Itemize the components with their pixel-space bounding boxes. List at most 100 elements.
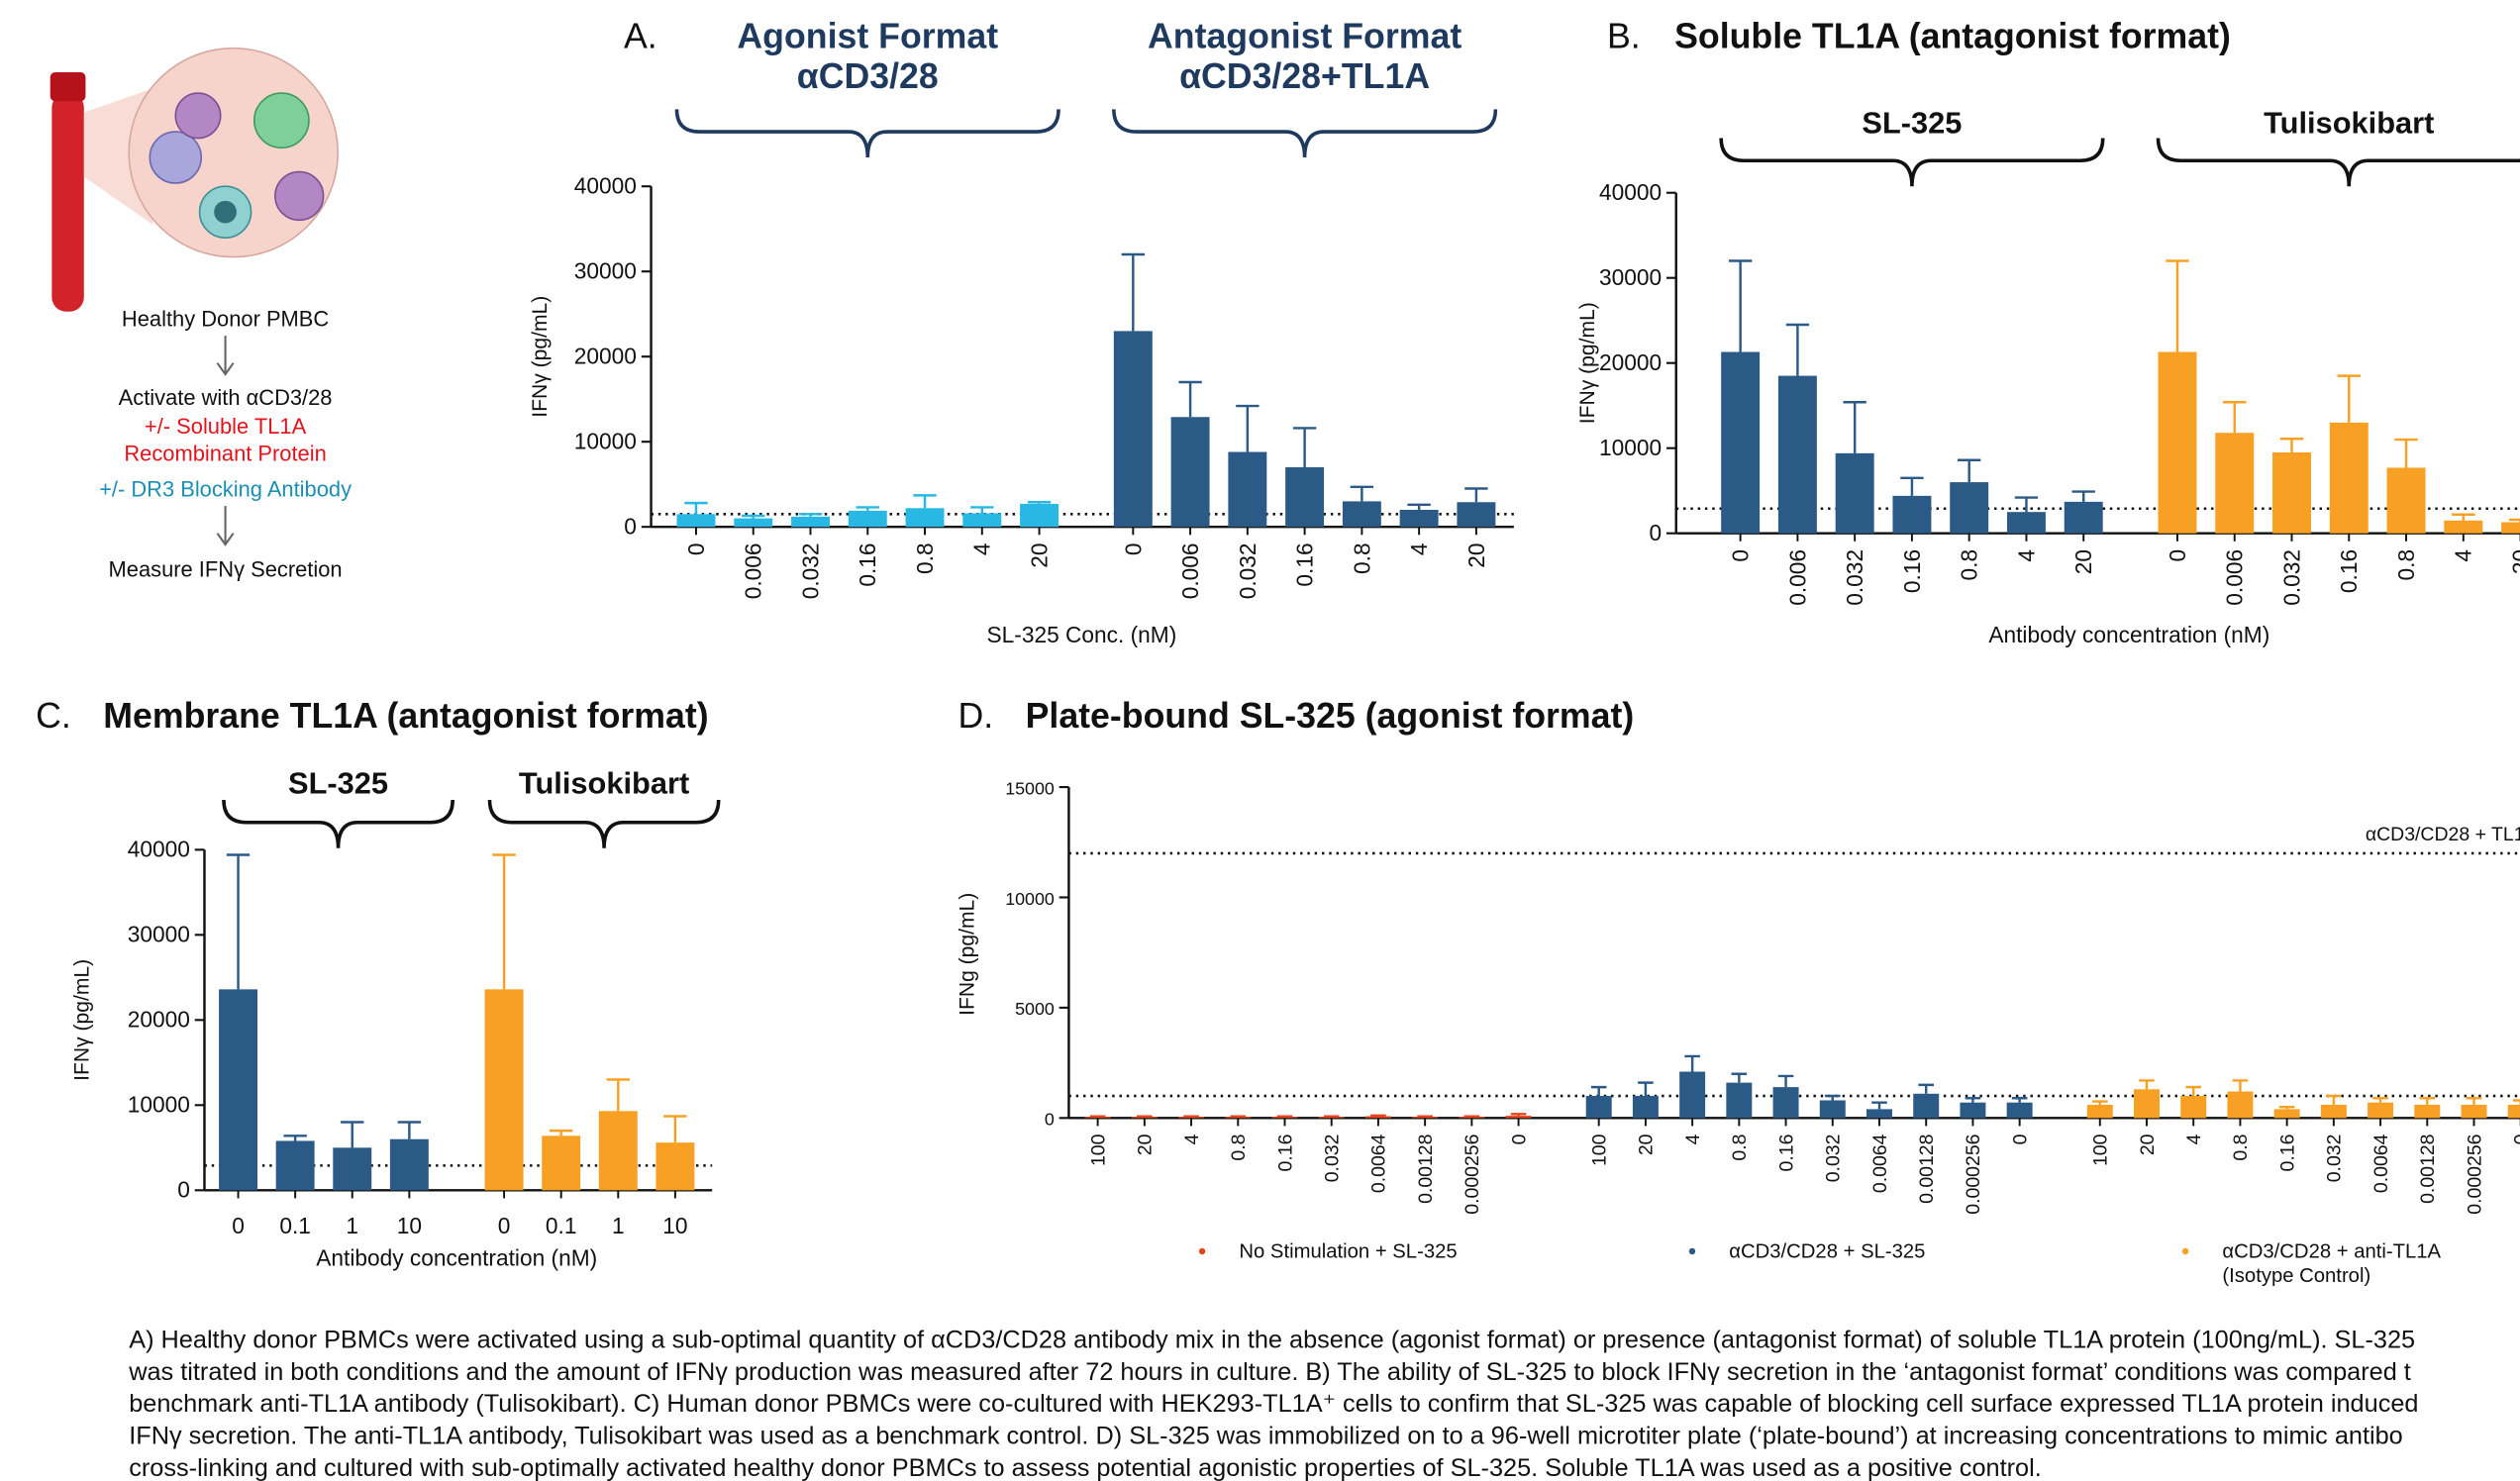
caption-line: IFNγ secretion. The anti-TL1A antibody, …: [129, 1423, 2403, 1450]
error-bar: [1293, 428, 1316, 467]
y-axis-label: IFNγ (pg/mL): [1576, 302, 1599, 424]
group-brace: [1721, 139, 2103, 187]
error-bar: [1122, 254, 1145, 331]
x-tick-label: 0.8: [1957, 549, 1982, 581]
chart: B.Soluble TL1A (antagonist format)010000…: [1576, 17, 2520, 647]
x-tick-label: 0.16: [1292, 543, 1318, 586]
x-tick-label: 0.16: [855, 543, 880, 586]
legend-label: αCD3/CD28 + anti-TL1A(Isotype Control): [2222, 1240, 2441, 1286]
chart: A.010000200003000040000IFNγ (pg/mL)SL-32…: [529, 17, 1514, 647]
step: +/- Soluble TL1A: [145, 414, 307, 439]
error-bar: [1786, 325, 1809, 376]
y-tick-label: 0: [1045, 1110, 1055, 1130]
x-axis-label: SL-325 Conc. (nM): [986, 622, 1176, 647]
x-tick-label: 0: [2511, 1134, 2520, 1144]
x-tick-label: 0.032: [2278, 549, 2304, 606]
y-tick-label: 10000: [1599, 435, 1662, 460]
x-tick-label: 4: [1406, 543, 1432, 555]
error-bar: [492, 854, 515, 989]
x-tick-label: 0.006: [741, 543, 766, 599]
arrow: [217, 336, 233, 544]
error-bar: [1236, 406, 1259, 451]
x-tick-label: 20: [1135, 1134, 1157, 1155]
error-bar: [1966, 1098, 1981, 1102]
x-tick-label: 20: [1027, 543, 1053, 567]
x-axis-label: Antibody concentration (nM): [316, 1245, 597, 1271]
error-bar: [1464, 489, 1487, 503]
bar: [2065, 502, 2103, 534]
x-tick-label: 0.8: [2393, 549, 2419, 581]
y-tick-label: 15000: [1005, 778, 1055, 798]
error-bar: [1684, 1056, 1700, 1072]
error-bar: [2279, 1107, 2295, 1109]
error-bar: [227, 854, 250, 989]
bar: [2508, 1105, 2520, 1118]
y-tick-label: 40000: [1599, 179, 1662, 205]
chart: D.Plate-bound SL-325 (agonist format)050…: [957, 696, 2520, 1287]
error-bar: [398, 1123, 421, 1139]
step: +/- DR3 Blocking Antibody: [99, 476, 352, 501]
y-tick-label: 20000: [574, 344, 637, 369]
x-tick-label: 0.006: [2222, 549, 2248, 606]
bar: [2501, 523, 2520, 534]
figure: Healthy Donor PMBC Activate with αCD3/28…: [0, 0, 2520, 1481]
bar: [849, 511, 887, 527]
bar: [1726, 1083, 1752, 1119]
error-bar: [1351, 487, 1373, 502]
error-bar: [1028, 502, 1051, 504]
bar: [1836, 453, 1874, 534]
group-label: Tulisokibart: [519, 766, 689, 801]
x-tick-label: 0.16: [1274, 1135, 1296, 1172]
y-tick-label: 10000: [128, 1092, 190, 1118]
x-tick-label: 0: [1120, 543, 1146, 555]
y-tick-label: 10000: [574, 429, 637, 454]
legend-label: No Stimulation + SL-325: [1239, 1240, 1457, 1262]
x-tick-label: 0.8: [2230, 1135, 2252, 1161]
x-tick-label: 0.00128: [2417, 1135, 2439, 1204]
legend-marker: [2182, 1248, 2188, 1254]
group-label: αCD3/28: [797, 56, 939, 96]
error-bar: [2452, 515, 2474, 521]
error-bar: [2326, 1096, 2342, 1105]
legend-marker: [1199, 1248, 1205, 1254]
y-axis-label: IFNg (pg/mL): [957, 893, 979, 1016]
x-tick-label: 0.00128: [1916, 1135, 1938, 1204]
error-bar: [2338, 376, 2361, 423]
x-tick-label: 0.1: [546, 1213, 577, 1238]
error-bar: [2139, 1080, 2155, 1089]
error-bar: [2394, 440, 2417, 467]
x-tick-label: 100: [1087, 1134, 1109, 1166]
bar: [1400, 510, 1439, 527]
bar: [2215, 433, 2254, 533]
error-bar: [857, 507, 879, 510]
bar: [677, 514, 716, 527]
x-tick-label: 0.16: [1899, 549, 1925, 593]
y-tick-label: 20000: [1599, 349, 1662, 375]
x-tick-label: 0.0064: [2370, 1134, 2392, 1193]
error-bar: [1825, 1096, 1841, 1100]
x-tick-label: 0.032: [2324, 1135, 2346, 1183]
group-brace: [2159, 139, 2520, 187]
chart-title: Membrane TL1A (antagonist format): [103, 696, 708, 736]
group-label: Antagonist Format: [1148, 17, 1462, 56]
error-bar: [684, 503, 707, 514]
group-brace: [677, 109, 1059, 157]
x-tick-label: 0.006: [1784, 549, 1810, 606]
x-tick-label: 0.8: [1729, 1135, 1751, 1161]
bar: [1820, 1100, 1846, 1118]
x-tick-label: 0.032: [1823, 1135, 1845, 1183]
bar: [2321, 1105, 2347, 1118]
blood-tube: [51, 93, 83, 312]
bar: [2387, 467, 2426, 533]
page: {"diagram": {"steps": ["Healthy Donor PM…: [0, 0, 2520, 1481]
y-tick-label: 0: [177, 1177, 190, 1203]
cell-nucleus: [214, 201, 237, 224]
x-tick-label: 0.16: [2276, 1135, 2298, 1172]
bar: [734, 519, 772, 528]
bar: [1586, 1096, 1612, 1118]
error-bar: [1958, 460, 1980, 482]
x-tick-label: 0.00128: [1415, 1135, 1437, 1204]
bar: [655, 1142, 694, 1190]
error-bar: [1370, 1116, 1386, 1117]
y-tick-label: 0: [624, 514, 637, 540]
